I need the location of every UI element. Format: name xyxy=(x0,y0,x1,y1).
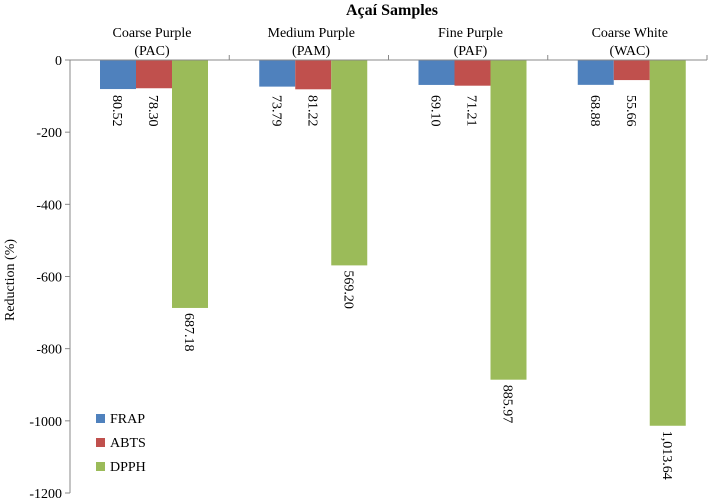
legend-swatch-dpph xyxy=(96,462,105,471)
bar-dpph xyxy=(172,60,208,308)
y-tick-label: 0 xyxy=(55,54,62,69)
bar-frap xyxy=(100,60,136,90)
category-label: (PAF) xyxy=(454,44,488,59)
data-label: 81.22 xyxy=(304,95,319,127)
bar-dpph xyxy=(649,60,686,426)
category-label: Coarse Purple xyxy=(113,26,192,41)
data-label: 73.79 xyxy=(268,95,283,127)
data-label: 69.10 xyxy=(428,95,443,127)
bar-abts xyxy=(136,60,172,89)
chart-title: Açaí Samples xyxy=(346,2,438,19)
category-label: Medium Purple xyxy=(268,26,356,41)
legend-label: ABTS xyxy=(110,436,146,451)
category-label: (WAC) xyxy=(610,44,651,59)
y-tick-label: -1000 xyxy=(29,415,62,430)
data-label: 68.88 xyxy=(587,95,602,127)
data-label: 885.97 xyxy=(500,385,515,424)
data-label: 78.30 xyxy=(145,95,160,127)
y-tick-label: -600 xyxy=(36,271,62,286)
category-label: Fine Purple xyxy=(438,26,503,41)
bar-frap xyxy=(577,60,614,85)
y-tick-label: -200 xyxy=(36,126,62,141)
legend-swatch-frap xyxy=(96,414,105,423)
data-label: 569.20 xyxy=(340,270,355,309)
bar-dpph xyxy=(331,60,368,266)
data-label: 1,013.64 xyxy=(659,431,674,480)
data-label: 687.18 xyxy=(181,313,196,352)
bar-abts xyxy=(613,60,650,81)
data-label: 80.52 xyxy=(109,95,124,127)
y-tick-label: -400 xyxy=(36,198,62,213)
y-tick-label: -800 xyxy=(36,343,62,358)
y-axis-label: Reduction (%) xyxy=(3,239,18,321)
bar-abts xyxy=(454,60,491,86)
data-label: 55.66 xyxy=(623,95,638,127)
legend-label: DPPH xyxy=(110,460,146,475)
bar-frap xyxy=(418,60,455,85)
legend-swatch-abts xyxy=(96,438,105,447)
legend-label: FRAP xyxy=(110,412,145,427)
category-label: Coarse White xyxy=(592,26,668,41)
category-label: (PAM) xyxy=(292,44,331,59)
data-label: 71.21 xyxy=(464,95,479,127)
bar-abts xyxy=(295,60,332,90)
bar-frap xyxy=(259,60,296,87)
bar-dpph xyxy=(490,60,527,380)
category-label: (PAC) xyxy=(134,44,170,59)
y-tick-label: -1200 xyxy=(29,487,62,499)
